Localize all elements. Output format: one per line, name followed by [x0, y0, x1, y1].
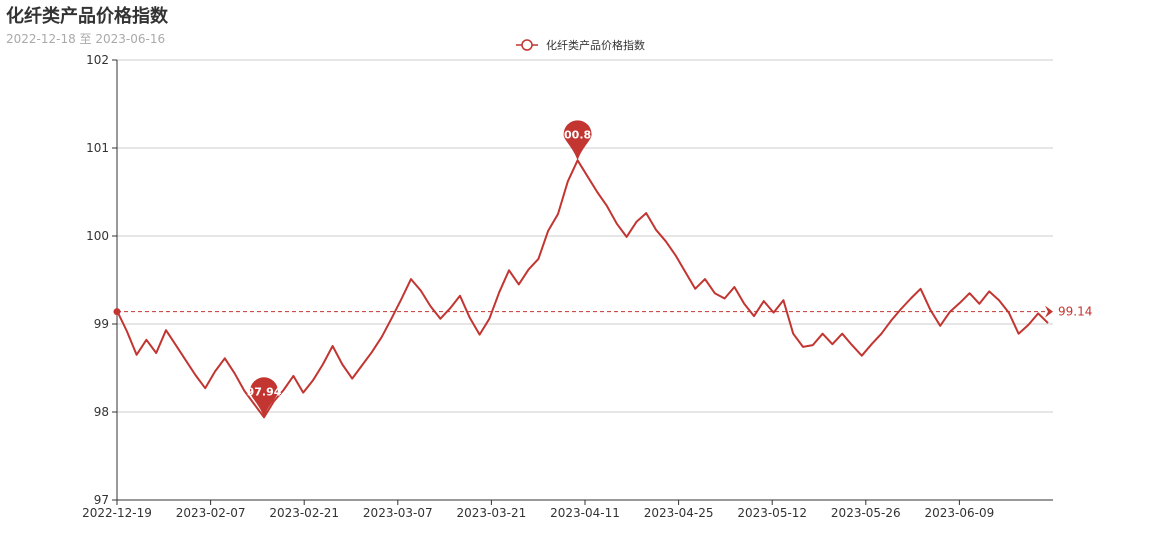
series-line: [116, 159, 1049, 419]
average-mark-line: 99.14: [113, 305, 1092, 319]
y-tick-label: 100: [86, 229, 109, 243]
x-tick-label: 2023-04-11: [550, 506, 620, 520]
x-tick-label: 2023-02-07: [176, 506, 246, 520]
x-tick-label: 2023-05-26: [831, 506, 901, 520]
y-tick-label: 97: [94, 493, 109, 507]
y-tick-label: 98: [94, 405, 109, 419]
series-layer: [116, 159, 1049, 419]
legend-label: 化纤类产品价格指数: [546, 38, 645, 52]
grid-lines: [117, 59, 1053, 413]
x-tick-label: 2023-03-21: [457, 506, 527, 520]
x-tick-label: 2023-02-21: [269, 506, 339, 520]
x-tick-label: 2023-06-09: [925, 506, 995, 520]
mark-label-min: 97.94: [247, 385, 282, 398]
mark-points: 100.86 97.94: [247, 120, 599, 418]
mark-pin-min-icon: [250, 377, 278, 418]
mark-pin-max-icon: [563, 120, 592, 161]
x-tick-label: 2022-12-19: [82, 506, 152, 520]
average-line-arrow-icon: [1045, 305, 1053, 318]
y-tick-label: 101: [86, 141, 109, 155]
legend-circle-icon: [521, 39, 533, 51]
chart-title: 化纤类产品价格指数: [6, 6, 168, 27]
y-axis: 97 98 99 100 101 102: [86, 53, 118, 507]
chart-subtitle: 2022-12-18 至 2023-06-16: [6, 32, 166, 46]
y-tick-label: 102: [86, 53, 109, 67]
x-tick-label: 2023-05-12: [737, 506, 807, 520]
x-tick-label: 2023-03-07: [363, 506, 433, 520]
mark-label-max: 100.86: [556, 128, 599, 141]
x-axis: 2022-12-19 2023-02-07 2023-02-21 2023-03-07…: [82, 499, 1053, 520]
average-line-label: 99.14: [1058, 305, 1092, 319]
x-tick-label: 2023-04-25: [644, 506, 714, 520]
legend[interactable]: 化纤类产品价格指数: [516, 38, 645, 52]
y-tick-label: 99: [94, 317, 109, 331]
